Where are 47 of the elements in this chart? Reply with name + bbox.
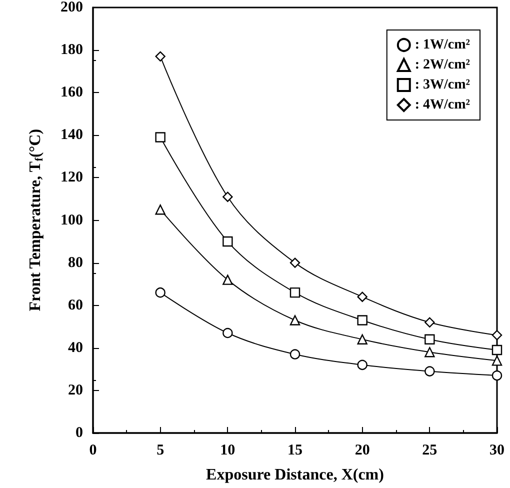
x-tick-label: 15 [288, 442, 302, 458]
x-tick-label: 10 [220, 442, 236, 458]
legend-label: : 2W/cm² [414, 58, 470, 72]
point [155, 287, 166, 298]
x-tick-label: 0 [89, 442, 97, 458]
y-tick-label: 0 [76, 425, 83, 441]
x-tick-label: 25 [422, 442, 438, 458]
point [492, 330, 502, 340]
y-tick-label: 60 [68, 297, 83, 314]
y-tick-label: 20 [68, 382, 83, 398]
point [357, 334, 368, 344]
point [155, 204, 166, 215]
point [290, 287, 300, 298]
point [222, 328, 233, 338]
legend-label: : 3W/cm² [414, 78, 470, 92]
y-tick-label: 120 [60, 170, 83, 186]
y-tick-label: 40 [68, 340, 83, 356]
point [357, 315, 368, 326]
point [155, 132, 166, 142]
point [424, 347, 435, 358]
point [357, 360, 368, 370]
point [222, 236, 233, 247]
x-tick-label: 30 [490, 442, 504, 458]
point [222, 274, 233, 285]
point [424, 334, 435, 344]
point [424, 317, 435, 328]
y-tick-label: 140 [60, 127, 83, 144]
point [424, 366, 435, 376]
point [222, 192, 233, 202]
legend-label: : 4W/cm² [414, 98, 470, 112]
point [492, 356, 502, 366]
y-tick-label: 180 [60, 42, 83, 58]
legend-label: : 1W/cm² [414, 38, 470, 52]
y-tick-label: 80 [68, 254, 83, 271]
y-tick-label: 160 [60, 84, 83, 101]
point [290, 315, 300, 326]
point [492, 344, 502, 356]
y-axis-title: Front Temperature, Tf(°C) [27, 128, 46, 312]
x-tick-label: 20 [354, 442, 370, 458]
y-tick-label: 100 [60, 212, 83, 228]
point [290, 349, 300, 360]
y-tick-label: 200 [60, 0, 83, 16]
point [357, 292, 368, 302]
point [290, 258, 300, 268]
x-tick-label: 5 [156, 442, 164, 458]
point [492, 370, 502, 381]
x-axis-title: Exposure Distance, X(cm) [206, 466, 384, 484]
